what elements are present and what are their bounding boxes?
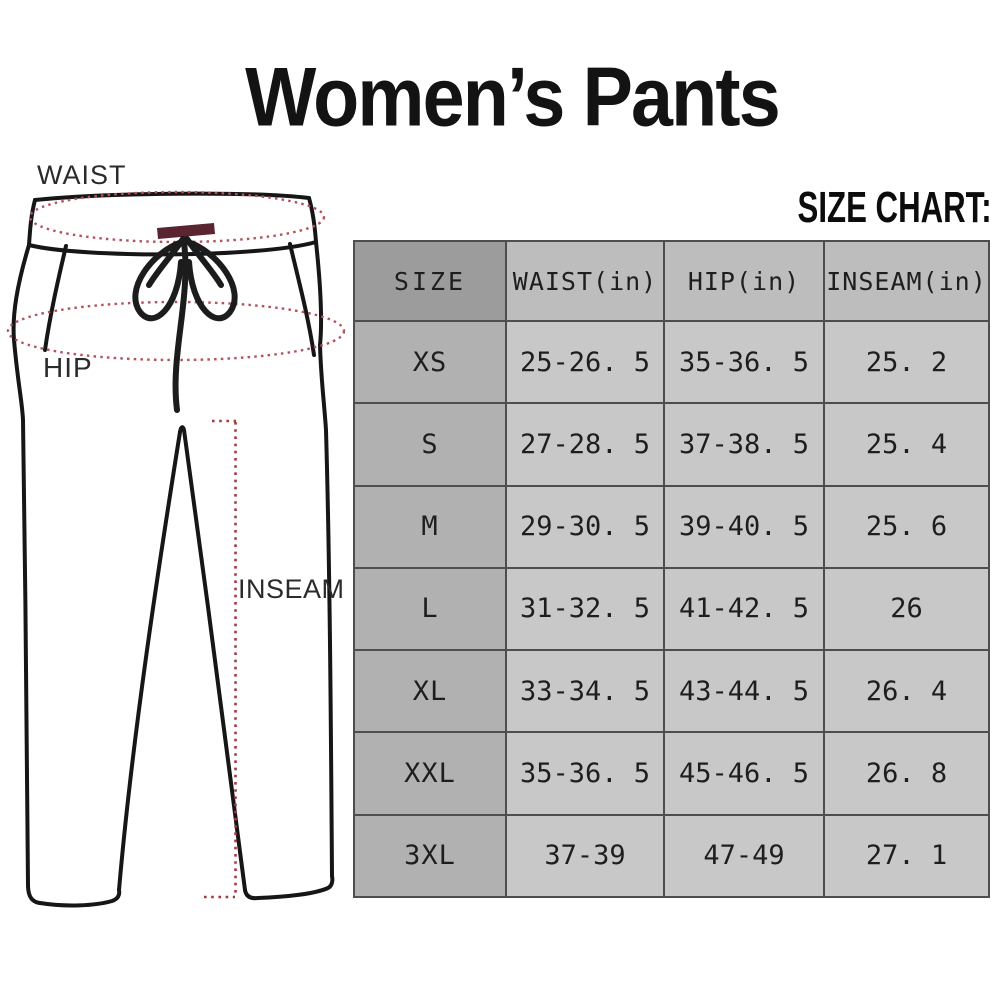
hip-cell: 37-38. 5 xyxy=(663,402,825,487)
hip-cell: 45-46. 5 xyxy=(663,731,825,816)
hip-cell: 35-36. 5 xyxy=(663,319,825,405)
hip-cell: 43-44. 5 xyxy=(663,649,825,734)
column-header-size: SIZE xyxy=(353,240,507,322)
hip-cell: 39-40. 5 xyxy=(663,484,825,569)
size-cell: L xyxy=(353,566,507,652)
column-header-waist: WAIST(in) xyxy=(505,240,665,322)
left-pocket-line xyxy=(43,244,68,352)
inseam-cell: 25. 4 xyxy=(823,402,990,487)
table-row: XXL 35-36. 5 45-46. 5 26. 8 xyxy=(353,731,990,816)
inseam-cell: 26 xyxy=(823,566,990,652)
size-cell: XS xyxy=(353,319,507,405)
size-cell: S xyxy=(353,402,507,487)
page-title: Women’s Pants xyxy=(245,51,780,144)
hip-cell: 47-49 xyxy=(663,813,825,899)
pants-outline xyxy=(11,191,335,908)
waist-cell: 27-28. 5 xyxy=(505,402,665,487)
waist-cell: 25-26. 5 xyxy=(505,319,665,405)
table-row: XS 25-26. 5 35-36. 5 25. 2 xyxy=(353,319,990,405)
size-cell: M xyxy=(353,484,507,569)
pants-outline-drawing xyxy=(6,190,346,908)
inseam-label: INSEAM xyxy=(238,574,345,604)
hip-label: HIP xyxy=(43,352,93,383)
inseam-cell: 25. 6 xyxy=(823,484,990,569)
waist-cell: 31-32. 5 xyxy=(505,566,665,652)
pants-diagram: WAIST HIP INSEAM xyxy=(0,150,360,960)
waist-cell: 33-34. 5 xyxy=(505,649,665,734)
size-table: SIZE WAIST(in) HIP(in) INSEAM(in) XS 25-… xyxy=(353,240,990,899)
inseam-cell: 25. 2 xyxy=(823,319,990,405)
size-chart-heading: SIZE CHART: xyxy=(797,184,992,233)
inseam-cell: 26. 8 xyxy=(823,731,990,816)
waist-cell: 37-39 xyxy=(505,813,665,899)
table-row: XL 33-34. 5 43-44. 5 26. 4 xyxy=(353,649,990,734)
inseam-cell: 27. 1 xyxy=(823,813,990,899)
column-header-hip: HIP(in) xyxy=(663,240,825,322)
column-header-inseam: INSEAM(in) xyxy=(823,240,990,322)
drawstring-bar xyxy=(157,223,215,239)
waist-measure-ellipse xyxy=(28,190,326,244)
table-row: L 31-32. 5 41-42. 5 26 xyxy=(353,566,990,652)
inseam-measure-line xyxy=(204,419,237,899)
table-row: S 27-28. 5 37-38. 5 25. 4 xyxy=(353,402,990,487)
size-cell: 3XL xyxy=(353,813,507,899)
waist-cell: 35-36. 5 xyxy=(505,731,665,816)
waist-cell: 29-30. 5 xyxy=(505,484,665,569)
drawstring-bow xyxy=(132,236,238,413)
table-header-row: SIZE WAIST(in) HIP(in) INSEAM(in) xyxy=(353,240,990,322)
waist-label: WAIST xyxy=(37,160,127,190)
table-row: M 29-30. 5 39-40. 5 25. 6 xyxy=(353,484,990,569)
hip-cell: 41-42. 5 xyxy=(663,566,825,652)
size-cell: XXL xyxy=(353,731,507,816)
table-row: 3XL 37-39 47-49 27. 1 xyxy=(353,813,990,899)
inseam-cell: 26. 4 xyxy=(823,649,990,734)
right-pocket-line xyxy=(288,242,316,357)
size-cell: XL xyxy=(353,649,507,734)
